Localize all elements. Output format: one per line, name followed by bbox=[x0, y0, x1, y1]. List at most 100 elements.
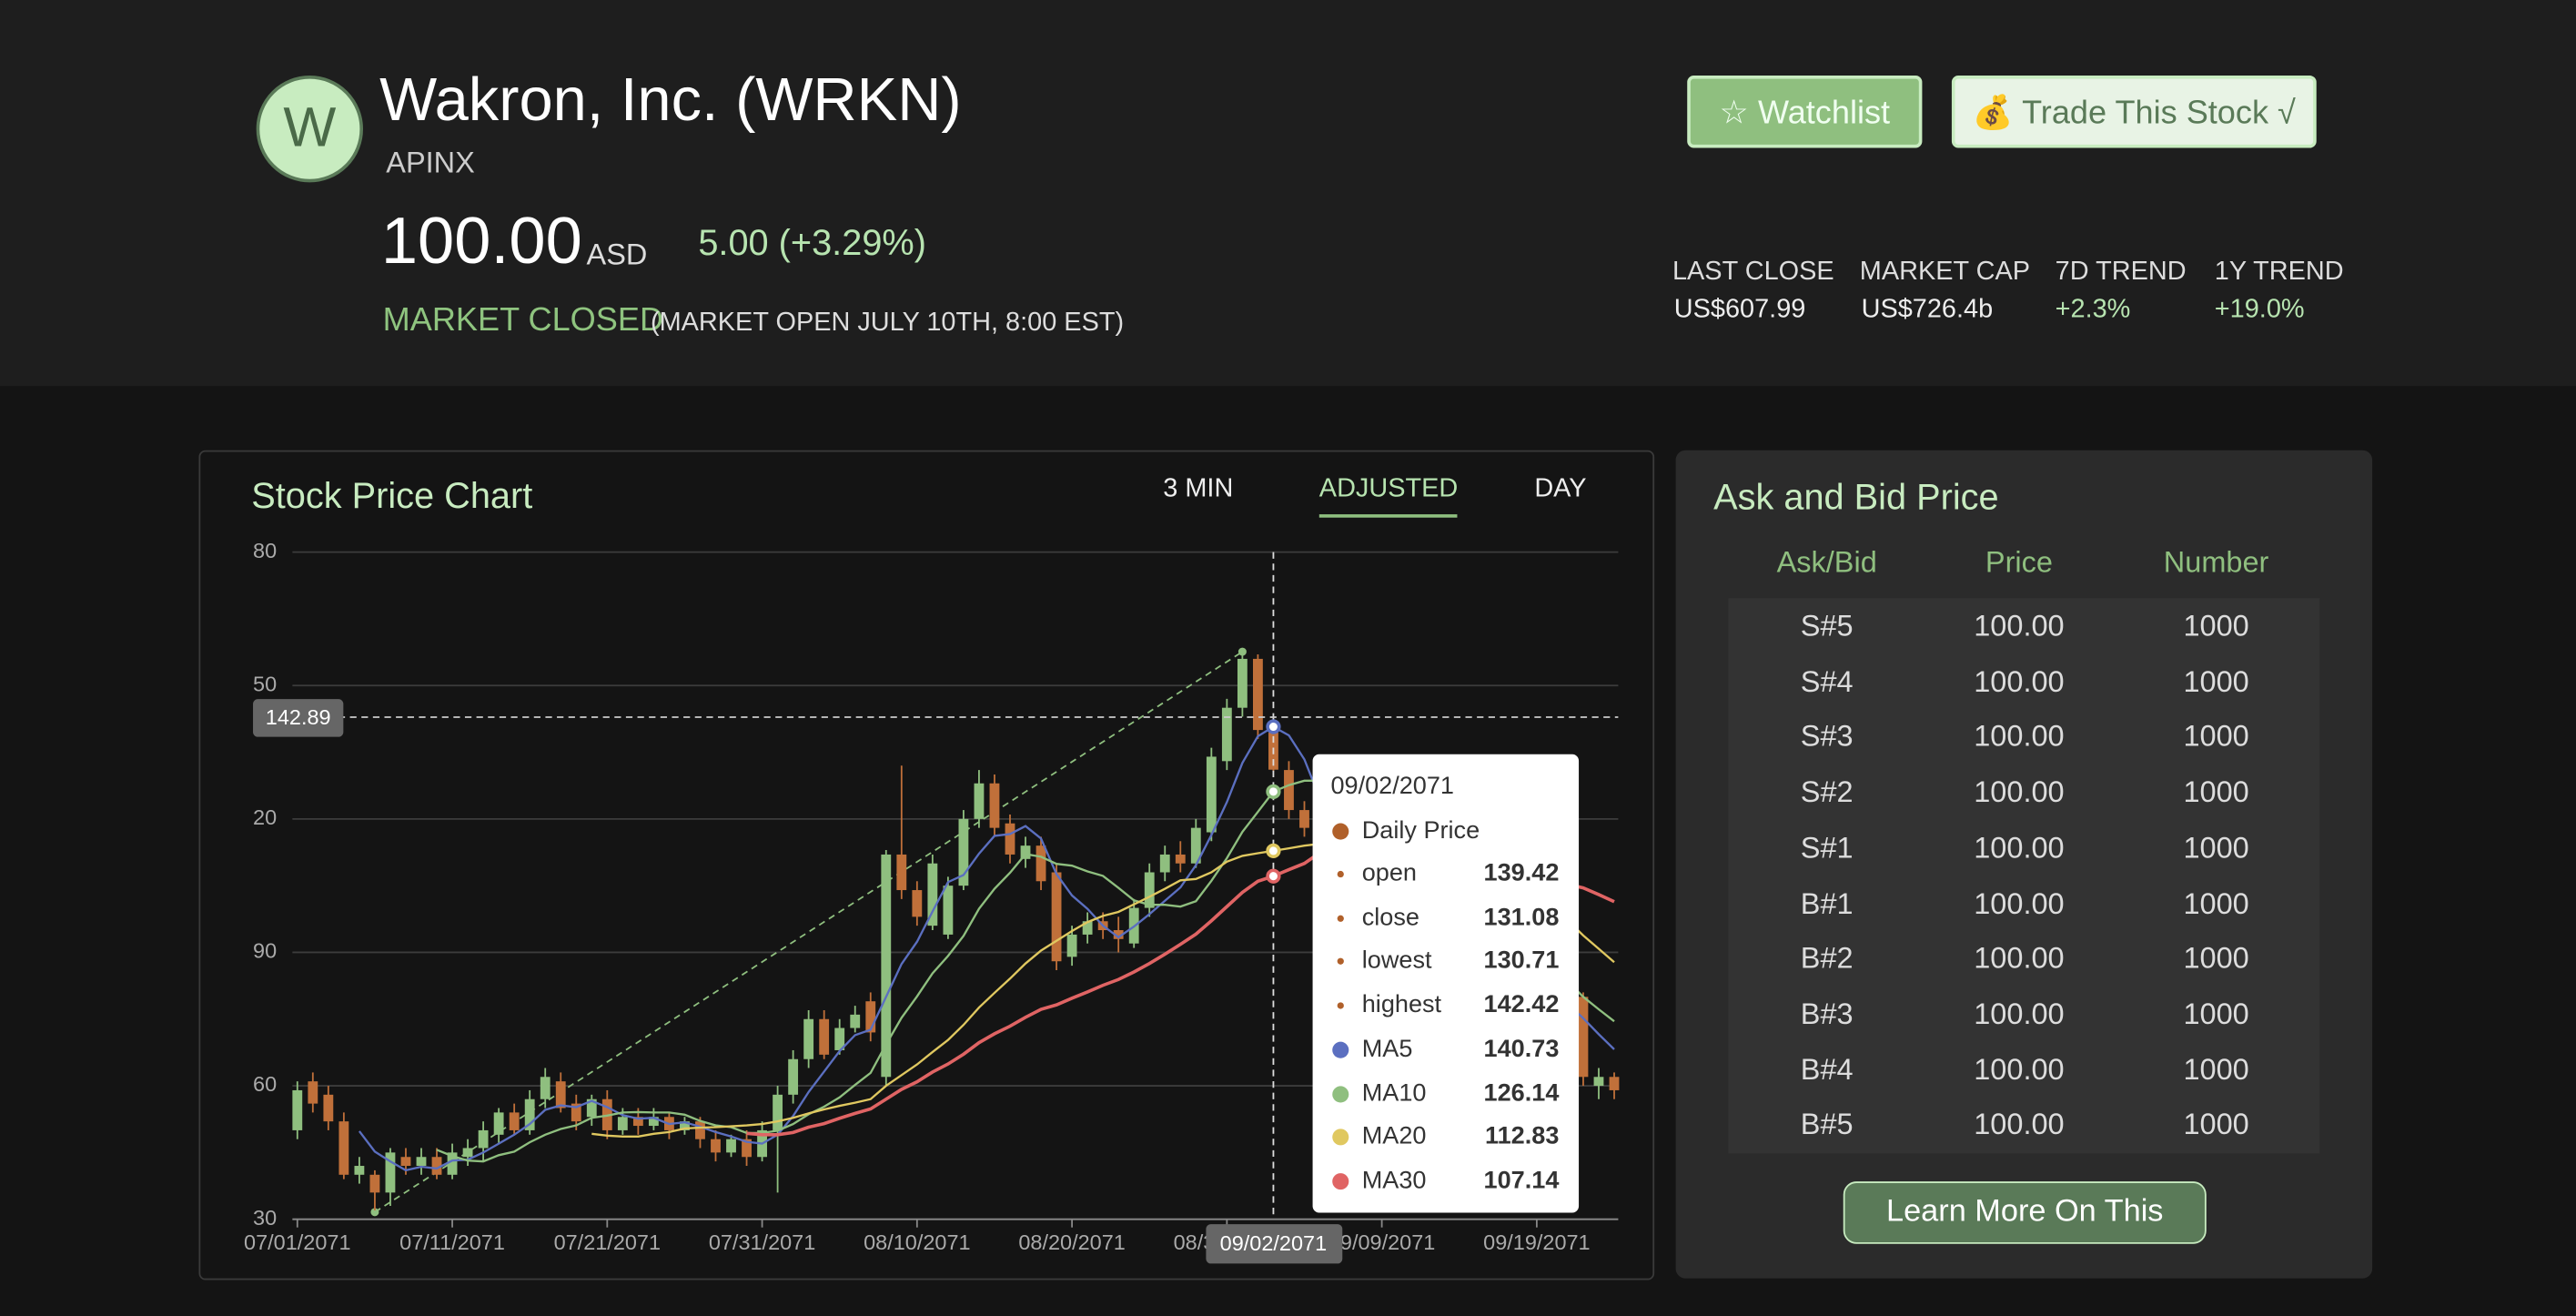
trade-button[interactable]: 💰 Trade This Stock √ bbox=[1951, 76, 2317, 148]
tooltip-dot bbox=[1332, 1129, 1349, 1147]
candle-body bbox=[1066, 934, 1077, 957]
candle-body bbox=[586, 1098, 597, 1118]
candle-body bbox=[726, 1139, 736, 1153]
change: 5.00 (+3.29%) bbox=[698, 221, 926, 263]
candle-body bbox=[1082, 921, 1093, 935]
cell: B#4 bbox=[1800, 1052, 1854, 1086]
stat-value: +19.0% bbox=[2214, 295, 2305, 324]
tooltip-dot bbox=[1332, 823, 1349, 840]
candle-body bbox=[695, 1121, 705, 1139]
cell: 100.00 bbox=[1974, 1052, 2065, 1086]
market-status: MARKET CLOSED bbox=[382, 302, 664, 339]
title: Wakron, Inc. (WRKN) bbox=[379, 66, 962, 134]
tooltip-value: 140.73 bbox=[1483, 1035, 1560, 1064]
tooltip-label: highest bbox=[1361, 990, 1442, 1019]
x-tick-label: 08/10/2071 bbox=[864, 1230, 970, 1254]
ma-point bbox=[1266, 868, 1281, 884]
ma-point bbox=[1266, 843, 1281, 859]
cell: S#4 bbox=[1800, 664, 1854, 698]
crosshair-x-label: 09/02/2071 bbox=[1220, 1231, 1327, 1255]
header-cell: Number bbox=[2163, 545, 2269, 579]
crosshair-y-box bbox=[253, 699, 344, 737]
market-note: (MARKET OPEN JULY 10TH, 8:00 EST) bbox=[650, 309, 1125, 338]
tooltip-row: highest 142.42 bbox=[1313, 989, 1579, 1022]
cell: 100.00 bbox=[1974, 664, 2065, 698]
tooltip-dot bbox=[1337, 870, 1344, 878]
tooltip-label: MA5 bbox=[1361, 1035, 1413, 1064]
crosshair-x-box bbox=[1206, 1224, 1343, 1264]
candle-body bbox=[571, 1103, 581, 1122]
tooltip-row: MA5 140.73 bbox=[1313, 1034, 1579, 1067]
tooltip-dot bbox=[1332, 1085, 1349, 1102]
order-book-title: Ask and Bid Price bbox=[1713, 476, 1999, 518]
candle-body bbox=[896, 854, 907, 891]
candle-body bbox=[1299, 810, 1309, 828]
order-book-table bbox=[1728, 598, 2320, 1154]
cell: 1000 bbox=[2183, 609, 2249, 643]
candle-body bbox=[1206, 756, 1217, 833]
cell: 100.00 bbox=[1974, 941, 2065, 975]
trend-point bbox=[370, 1208, 379, 1217]
candle-body bbox=[881, 854, 892, 1078]
candle-body bbox=[1144, 872, 1155, 908]
candle-body bbox=[989, 783, 1000, 828]
tab[interactable]: DAY bbox=[1534, 474, 1587, 503]
header-cell: Ask/Bid bbox=[1776, 545, 1877, 579]
cell: 100.00 bbox=[1974, 886, 2065, 920]
x-tick-label: 08/20/2071 bbox=[1018, 1230, 1125, 1254]
tooltip: 09/02/2071 Daily Price open 139.42 close 13… bbox=[1312, 754, 1580, 1213]
candle-body bbox=[912, 890, 923, 917]
candle-body bbox=[1175, 854, 1186, 864]
candle-body bbox=[338, 1121, 349, 1175]
order-book-row: S#1 100.00 1000 bbox=[1728, 831, 2319, 867]
candle-body bbox=[819, 1018, 830, 1055]
header bbox=[0, 0, 2576, 387]
tooltip-dot bbox=[1332, 1041, 1349, 1058]
ma-point bbox=[1266, 719, 1281, 734]
order-book-row: B#1 100.00 1000 bbox=[1728, 886, 2319, 923]
cell: 100.00 bbox=[1974, 1108, 2065, 1141]
cell: 100.00 bbox=[1974, 720, 2065, 754]
tab-active[interactable]: ADJUSTED bbox=[1318, 475, 1459, 518]
candle-body bbox=[493, 1112, 504, 1135]
tooltip-row: MA20 112.83 bbox=[1313, 1121, 1579, 1154]
tab[interactable]: 3 MIN bbox=[1163, 474, 1234, 503]
x-tick-label: 09/19/2071 bbox=[1483, 1230, 1590, 1254]
tooltip-label: open bbox=[1361, 859, 1418, 887]
candle-body bbox=[524, 1098, 535, 1130]
candle-body bbox=[927, 863, 938, 926]
tooltip-date: 09/02/2071 bbox=[1330, 772, 1454, 801]
y-tick-label: 50 bbox=[253, 672, 277, 695]
candle-body bbox=[1252, 658, 1263, 731]
order-book-row: B#5 100.00 1000 bbox=[1728, 1108, 2319, 1144]
cell: S#5 bbox=[1800, 609, 1854, 643]
tooltip-value: 112.83 bbox=[1485, 1122, 1560, 1151]
y-tick-label: 80 bbox=[253, 539, 277, 562]
crosshair-y-label: 142.89 bbox=[266, 705, 331, 729]
cell: 1000 bbox=[2183, 1108, 2249, 1141]
cell: S#2 bbox=[1800, 775, 1854, 809]
stat-value: US$607.99 bbox=[1673, 295, 1806, 324]
learn-more-button[interactable]: Learn More On This bbox=[1843, 1181, 2207, 1244]
y-tick-label: 60 bbox=[253, 1072, 277, 1096]
cell: B#3 bbox=[1800, 997, 1854, 1030]
order-book-header: Ask/Bid Price Number bbox=[1728, 545, 2319, 582]
y-tick-label: 30 bbox=[253, 1206, 277, 1230]
cell: 1000 bbox=[2183, 1052, 2249, 1086]
stat-label: LAST CLOSE bbox=[1672, 258, 1834, 287]
cell: 1000 bbox=[2183, 720, 2249, 754]
candle-body bbox=[865, 1001, 876, 1033]
tooltip-row: MA30 107.14 bbox=[1313, 1165, 1579, 1198]
cell: S#1 bbox=[1800, 831, 1854, 865]
order-book-row: S#2 100.00 1000 bbox=[1728, 775, 2319, 812]
currency: ASD bbox=[586, 238, 648, 271]
cell: 1000 bbox=[2183, 886, 2249, 920]
watchlist-button[interactable]: ☆ Watchlist bbox=[1687, 76, 1923, 148]
candle-body bbox=[369, 1174, 380, 1193]
cell: 100.00 bbox=[1974, 997, 2065, 1030]
candle-body bbox=[1159, 854, 1170, 873]
cell: 1000 bbox=[2183, 664, 2249, 698]
avatar: W bbox=[256, 76, 364, 183]
